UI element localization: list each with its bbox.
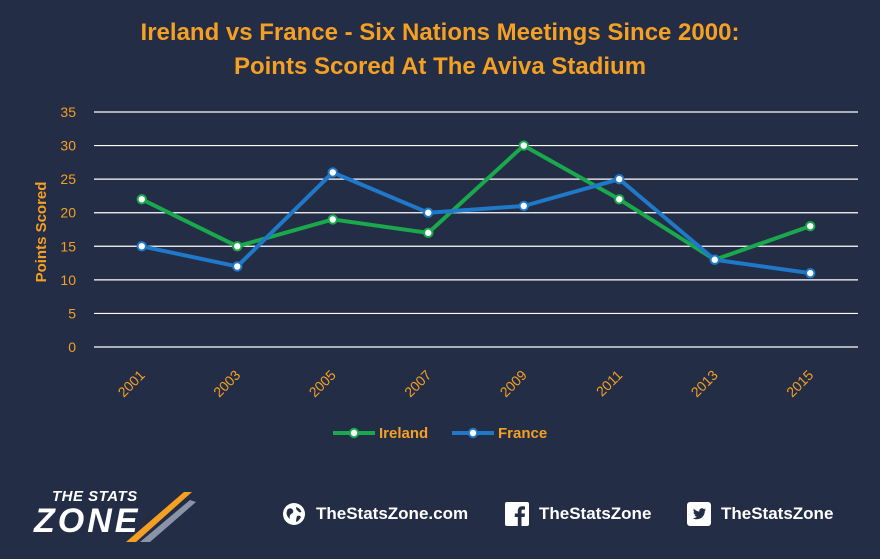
data-point [136,194,147,205]
stats-zone-logo: THE STATS ZONE [34,488,196,544]
facebook-icon [505,502,529,526]
twitter-text: TheStatsZone [721,504,834,523]
y-axis-label: Points Scored [33,182,50,283]
y-tick-label: 0 [68,339,76,355]
data-point [614,194,625,205]
legend-marker [467,427,479,439]
series-line [140,143,811,262]
legend-label: France [498,425,547,442]
x-tick-label: 2001 [115,367,148,400]
website-link[interactable]: TheStatsZone.com [282,500,468,528]
legend-item-ireland: Ireland [333,425,428,442]
y-tick-label: 15 [60,238,76,254]
legend-label: Ireland [379,425,428,442]
chart-title: Ireland vs France - Six Nations Meetings… [0,16,880,84]
twitter-link[interactable]: TheStatsZone [687,500,833,528]
logo-text-bottom: ZONE [34,502,141,540]
legend-marker [348,427,360,439]
x-tick-label: 2009 [497,367,530,400]
logo-swoosh-icon [126,492,196,542]
x-axis-ticks: 2001 2003 2005 2007 2009 2011 2013 2015 [115,367,817,400]
x-tick-label: 2003 [210,367,243,400]
legend-item-france: France [452,425,547,442]
x-tick-label: 2013 [688,367,721,400]
chart-title-line-1: Ireland vs France - Six Nations Meetings… [140,19,740,46]
y-tick-label: 30 [60,138,76,154]
twitter-icon [687,502,711,526]
series-france [136,167,816,279]
series-ireland [136,140,816,265]
data-point [423,207,434,218]
data-point [136,241,147,252]
data-point [327,214,338,225]
y-tick-label: 10 [60,272,76,288]
facebook-text: TheStatsZone [539,504,652,523]
x-tick-label: 2005 [306,367,339,400]
chart-title-line-2: Points Scored At The Aviva Stadium [233,53,647,80]
data-point [232,261,243,272]
data-point [518,200,529,212]
data-point [232,241,243,252]
series-line [141,170,811,276]
data-point [614,173,625,185]
y-tick-label: 20 [60,205,76,221]
x-tick-label: 2007 [401,367,434,400]
x-tick-label: 2015 [783,367,816,400]
data-point [805,220,816,232]
gridlines [94,111,858,348]
facebook-link[interactable]: TheStatsZone [505,500,651,528]
series [136,140,816,279]
data-point [518,140,529,151]
data-point [327,167,338,178]
x-tick-label: 2011 [593,367,626,400]
y-tick-label: 5 [68,305,76,321]
y-axis-ticks: 0 5 10 15 20 25 30 35 [60,104,76,355]
data-point [805,267,816,279]
footer: THE STATS ZONE TheStatsZone.com TheStats… [0,482,880,552]
globe-icon [283,503,305,525]
data-point [709,254,720,265]
website-text: TheStatsZone.com [316,504,469,523]
data-point [423,227,434,239]
y-tick-label: 25 [60,171,76,187]
logo-text-top: THE STATS [52,488,138,505]
legend: Ireland France [333,425,547,442]
y-tick-label: 35 [60,104,76,120]
